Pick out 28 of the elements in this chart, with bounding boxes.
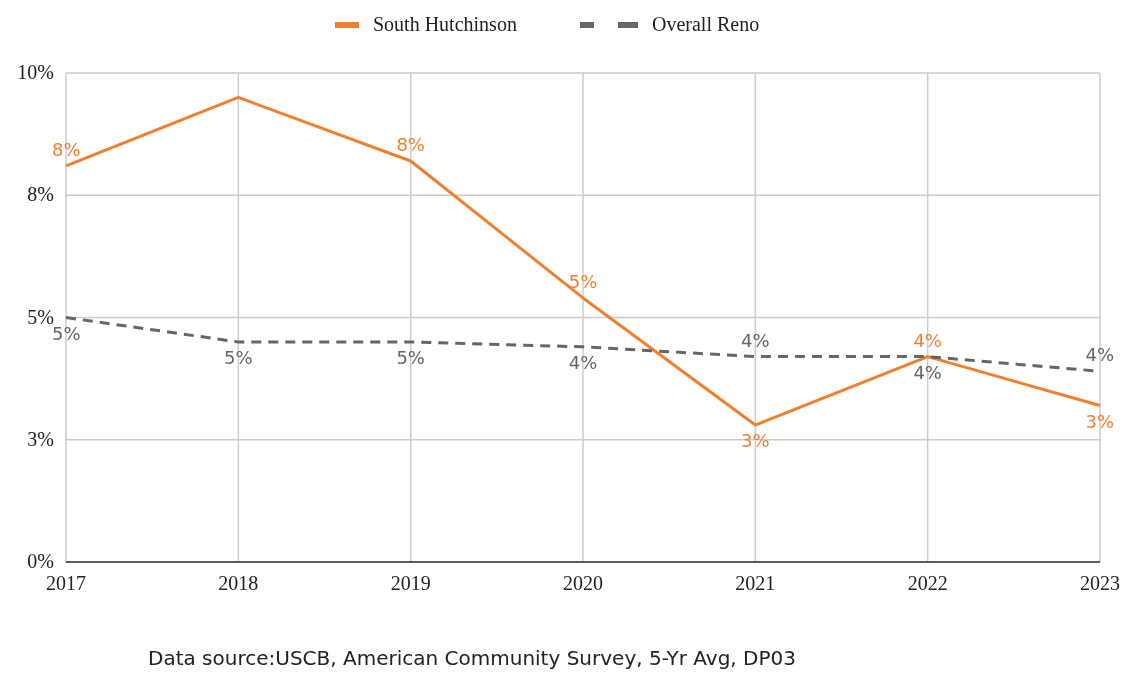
data-label: 5% bbox=[396, 346, 425, 368]
y-tick-label: 5% bbox=[27, 305, 54, 328]
y-tick-label: 8% bbox=[27, 183, 54, 206]
y-tick-label: 3% bbox=[27, 427, 54, 450]
data-label: 4% bbox=[741, 329, 770, 351]
data-label: 5% bbox=[224, 346, 253, 368]
y-tick-label: 10% bbox=[17, 61, 54, 83]
x-tick-label: 2023 bbox=[1080, 572, 1120, 594]
x-tick-label: 2018 bbox=[218, 572, 259, 594]
data-label: 8% bbox=[396, 134, 425, 156]
data-label: 4% bbox=[1085, 344, 1114, 366]
source-note: Data source:USCB, American Community Survey, 5-Yr Avg, DP03 bbox=[148, 646, 796, 670]
y-tick-label: 0% bbox=[27, 550, 54, 572]
legend-label: Overall Reno bbox=[652, 13, 760, 35]
data-label: 5% bbox=[568, 270, 598, 292]
data-label: 4% bbox=[568, 351, 598, 373]
legend-label: South Hutchinson bbox=[373, 13, 517, 35]
x-tick-label: 2019 bbox=[390, 572, 431, 594]
data-label: 3% bbox=[741, 430, 770, 452]
data-label: 4% bbox=[913, 329, 942, 351]
x-tick-label: 2017 bbox=[46, 572, 86, 594]
x-tick-label: 2020 bbox=[563, 572, 603, 594]
x-tick-label: 2022 bbox=[907, 572, 948, 594]
x-tick-label: 2021 bbox=[735, 572, 776, 594]
data-label: 5% bbox=[52, 322, 81, 344]
data-label: 8% bbox=[52, 138, 81, 160]
data-label: 4% bbox=[913, 361, 942, 383]
data-label: 3% bbox=[1085, 410, 1114, 432]
